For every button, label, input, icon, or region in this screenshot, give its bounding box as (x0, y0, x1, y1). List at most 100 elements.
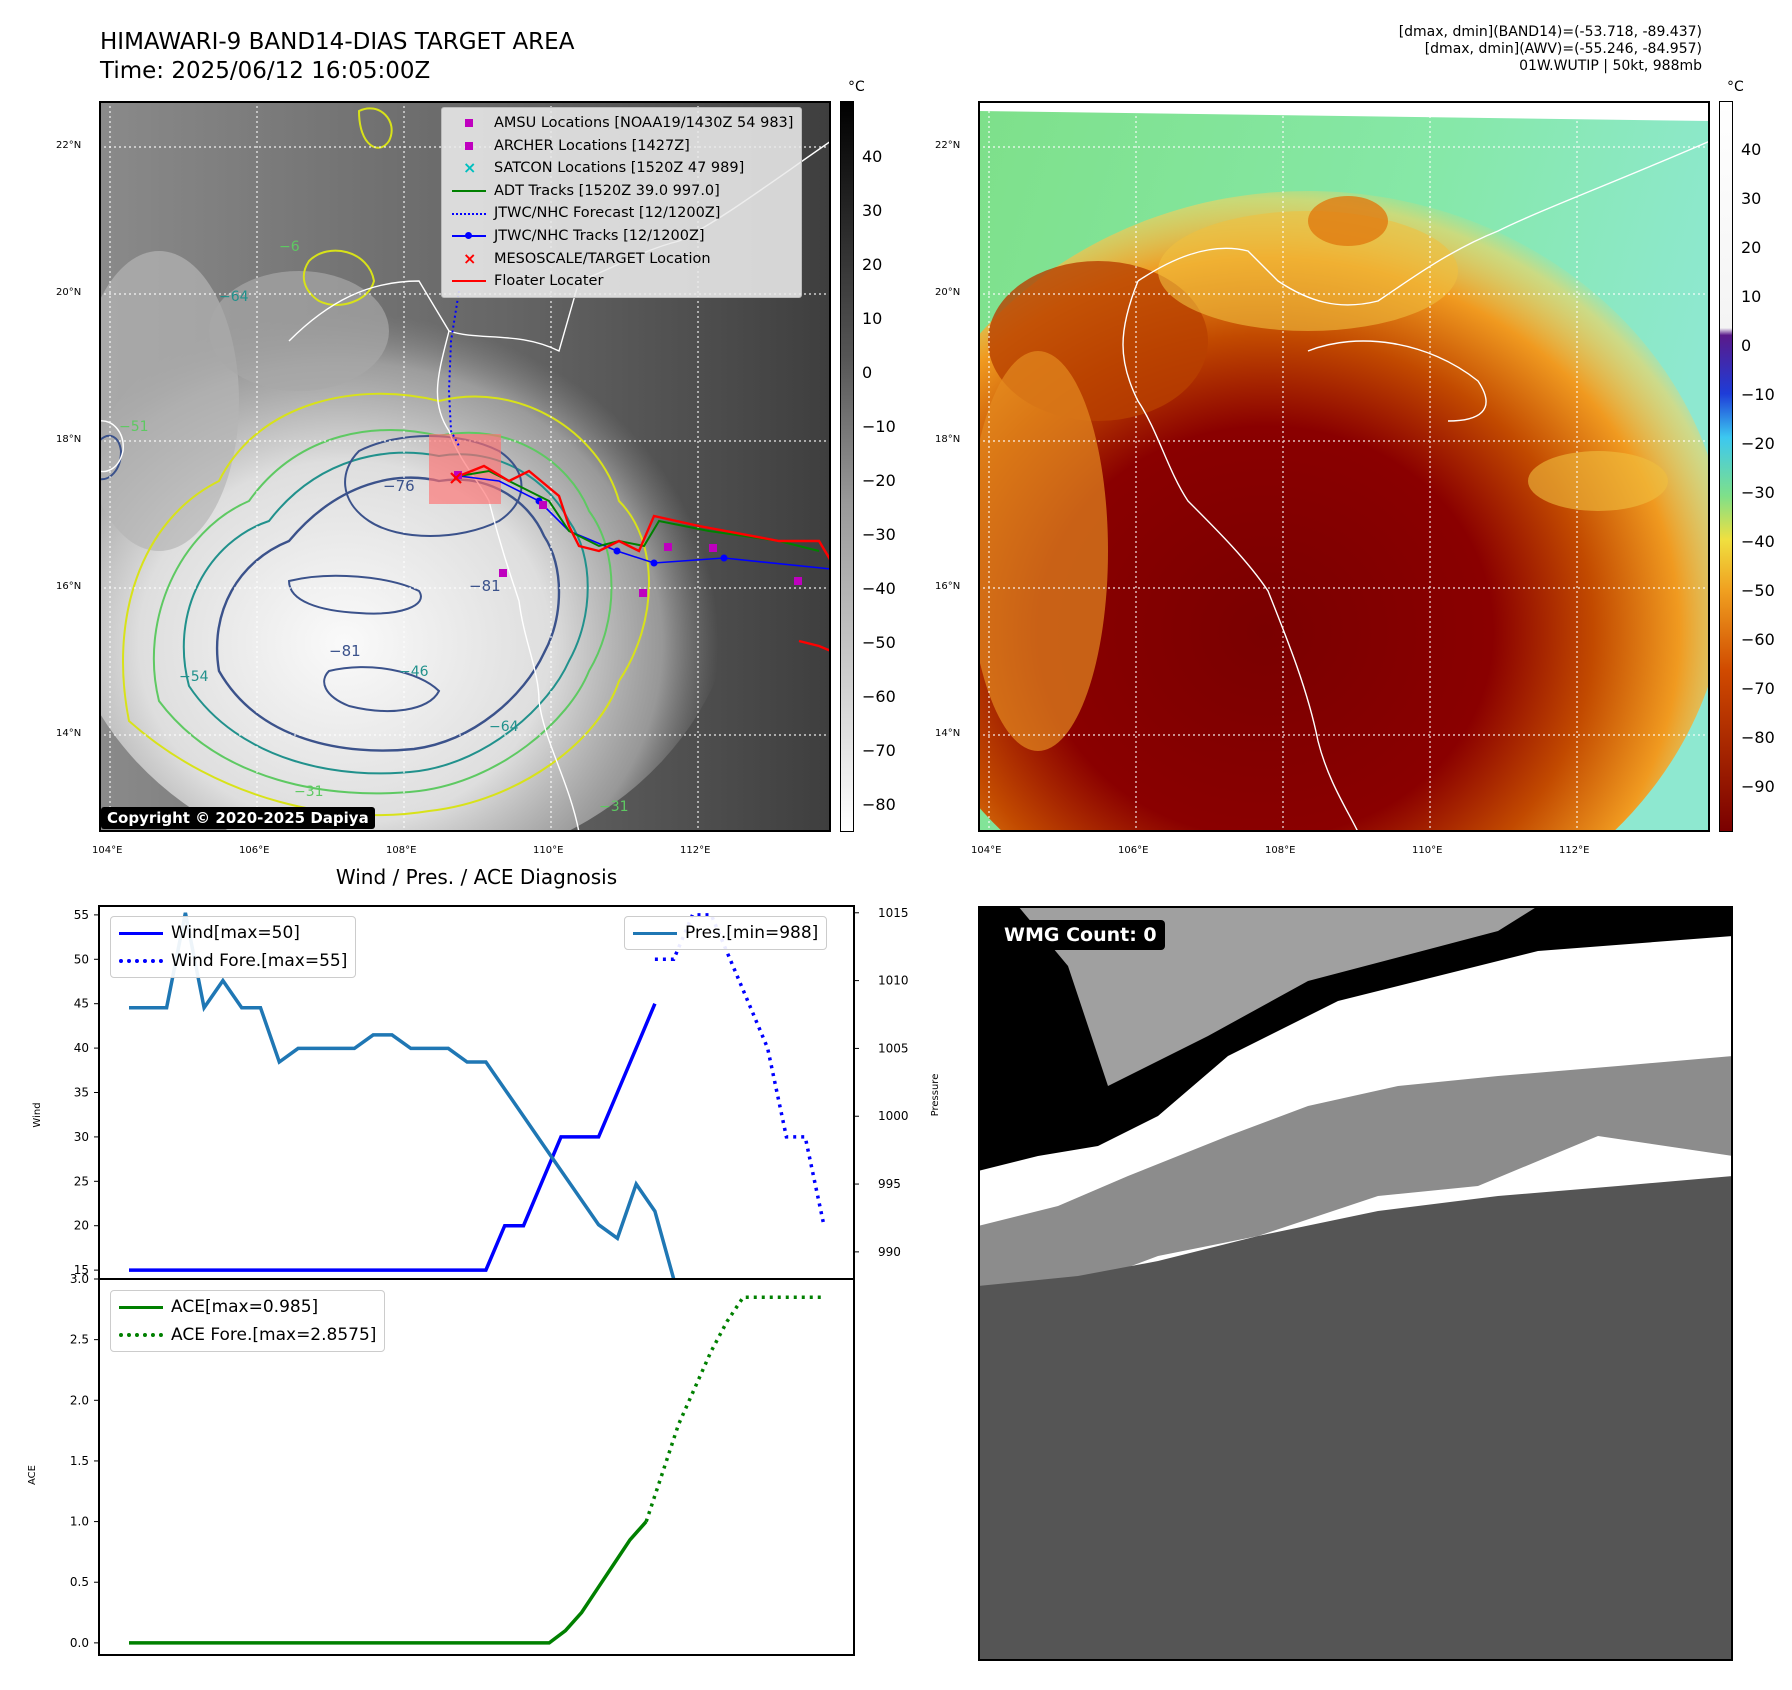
map-title: HIMAWARI-9 BAND14-DIAS TARGET AREA Time:… (100, 28, 574, 86)
legend-label: MESOSCALE/TARGET Location (494, 250, 711, 267)
y-tick-label: 35 (74, 1086, 89, 1100)
lat-label: 22°N (56, 140, 82, 151)
wmg-image (978, 906, 1733, 1661)
colorbar-tick: −20 (1741, 434, 1775, 453)
colorbar-unit: °C (848, 79, 865, 95)
legend-item-wind: Wind[max=50] (119, 919, 347, 947)
lon-label: 108°E (386, 845, 417, 856)
lat-label: 18°N (56, 434, 82, 445)
legend-item-satcon: × SATCON Locations [1520Z 47 989] (452, 157, 793, 180)
map-legend: AMSU Locations [NOAA19/1430Z 54 983] ARC… (441, 107, 803, 298)
ir-map-panel: −76 −81 −81 −64 −64 −54 −46 −51 −31 −6 −… (59, 101, 833, 871)
legend-label: ARCHER Locations [1427Z] (494, 137, 690, 154)
contour-label: −6 (279, 239, 300, 255)
wind-axis-label: Wind (32, 1102, 43, 1127)
title-line-1: HIMAWARI-9 BAND14-DIAS TARGET AREA (100, 29, 575, 55)
legend-label: ACE Fore.[max=2.8575] (171, 1325, 377, 1345)
contour-label: −46 (399, 664, 429, 680)
lat-label: 16°N (56, 581, 82, 592)
dotted-line-icon (119, 1325, 163, 1345)
colorbar-tick: 40 (862, 147, 883, 166)
contour-label: −54 (179, 669, 209, 685)
chart-title: Wind / Pres. / ACE Diagnosis (335, 865, 618, 889)
stats-line-1: [dmax, dmin](BAND14)=(-53.718, -89.437) (1398, 24, 1702, 40)
colorbar-tick: −50 (1741, 581, 1775, 600)
lon-label: 108°E (1265, 845, 1296, 856)
series-line-wind (129, 1003, 657, 1272)
plot-frame (98, 1278, 855, 1656)
stats-line-3: 01W.WUTIP | 50kt, 988mb (1519, 58, 1702, 74)
colorbar-tick: −20 (862, 471, 896, 490)
y-tick-label: 55 (74, 908, 89, 922)
legend-item-jtwc-forecast: JTWC/NHC Forecast [12/1200Z] (452, 202, 793, 225)
pressure-legend: Pres.[min=988] (624, 916, 828, 950)
lon-label: 106°E (1118, 845, 1149, 856)
ir-map-frame (99, 101, 831, 832)
y-tick-label: 45 (74, 997, 89, 1011)
y-tick-label: 0.5 (70, 1575, 89, 1589)
stats-line-2: [dmax, dmin](AWV)=(-55.246, -84.957) (1424, 41, 1702, 57)
legend-label: Wind Fore.[max=55] (171, 951, 348, 971)
colorbar-tick: −30 (862, 525, 896, 544)
y-tick-label: 1.5 (70, 1454, 89, 1468)
colorbar-tick: −90 (1741, 777, 1775, 796)
colorbar-tick: −40 (1741, 532, 1775, 551)
contour-label: −81 (469, 577, 501, 595)
lon-label: 112°E (680, 845, 711, 856)
colorbar-tick: −70 (1741, 679, 1775, 698)
dotted-line-icon (452, 204, 486, 224)
lon-label: 104°E (971, 845, 1002, 856)
y-tick-label: 30 (74, 1130, 89, 1144)
legend-label: ACE[max=0.985] (171, 1297, 319, 1317)
legend-item-adt: ADT Tracks [1520Z 39.0 997.0] (452, 180, 793, 203)
colorbar-tick: −60 (1741, 630, 1775, 649)
colorbar-color (1719, 101, 1733, 832)
legend-label: Wind[max=50] (171, 923, 300, 943)
colorbar-tick: −50 (862, 633, 896, 652)
legend-item-amsu: AMSU Locations [NOAA19/1430Z 54 983] (452, 112, 793, 135)
colorbar-tick: −30 (1741, 483, 1775, 502)
colorbar-tick: 0 (1741, 336, 1752, 355)
lat-label: 16°N (935, 581, 961, 592)
contour-label: −64 (489, 719, 519, 735)
y-tick-label: 0.0 (70, 1636, 89, 1650)
line-icon (452, 181, 486, 201)
legend-item-archer: ARCHER Locations [1427Z] (452, 135, 793, 158)
diagnosis-chart: 15 20 25 30 35 40 45 50 55 990 995 1000 1005 1010 1015… (27, 905, 941, 1656)
contour-label: −51 (119, 419, 149, 435)
colorbar-unit: °C (1727, 79, 1744, 95)
lat-label: 20°N (935, 287, 961, 298)
colorbar-tick: −70 (862, 741, 896, 760)
contour-label: −76 (383, 477, 415, 495)
line-dot-icon (452, 226, 486, 246)
colorbar-gray-ticks: 40 30 20 10 0 −10 −20 −30 −40 −50 −60 −7… (862, 101, 912, 832)
legend-label: Pres.[min=988] (685, 923, 819, 943)
lon-label: 104°E (92, 845, 123, 856)
colorbar-tick: 10 (1741, 287, 1762, 306)
y-tick-label: 50 (74, 952, 89, 966)
legend-label: JTWC/NHC Forecast [12/1200Z] (494, 205, 721, 222)
wmg-panel: WMG Count: 0 (978, 906, 1733, 1661)
lon-label: 112°E (1559, 845, 1590, 856)
wv-map-panel (888, 101, 1728, 951)
colorbar-tick: 10 (862, 309, 883, 328)
y2-tick-label: 1005 (878, 1041, 909, 1055)
stats-info: [dmax, dmin](BAND14)=(-53.718, -89.437) … (1399, 24, 1702, 75)
y-tick-label: 15 (74, 1263, 89, 1277)
wind-legend: Wind[max=50] Wind Fore.[max=55] (110, 916, 357, 978)
legend-label: JTWC/NHC Tracks [12/1200Z] (494, 227, 705, 244)
lat-label: 20°N (56, 287, 82, 298)
dotted-line-icon (119, 951, 163, 971)
wv-map-image (888, 101, 1728, 951)
series-line-pres- (129, 912, 676, 1280)
y2-tick-label: 1015 (878, 906, 909, 920)
ace-plot: 0.0 0.5 1.0 1.5 2.0 2.5 3.0 (70, 1272, 855, 1656)
contour-label: −31 (294, 784, 324, 800)
copyright-badge: Copyright © 2020-2025 Dapiya (101, 807, 375, 829)
y2-tick-label: 1000 (878, 1109, 909, 1123)
lat-label: 18°N (935, 434, 961, 445)
x-marker-icon: × (463, 158, 477, 178)
colorbar-tick: 20 (862, 255, 883, 274)
colorbar-tick: 0 (862, 363, 873, 382)
lat-label: 22°N (935, 140, 961, 151)
